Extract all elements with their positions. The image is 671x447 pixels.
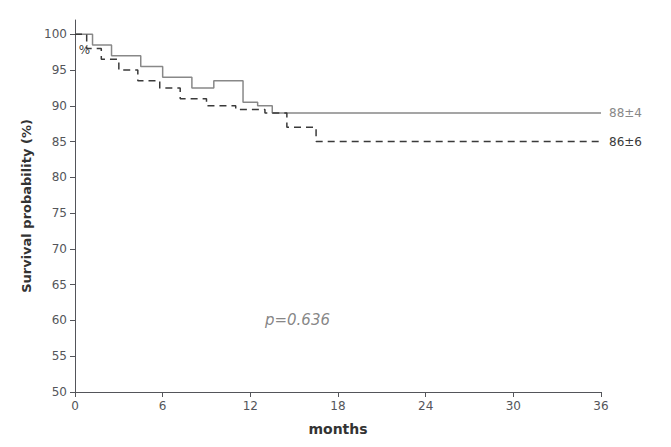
svg-text:months: months (308, 421, 367, 437)
svg-text:85: 85 (52, 135, 67, 149)
svg-text:80: 80 (52, 170, 67, 184)
svg-text:90: 90 (52, 99, 67, 113)
svg-text:75: 75 (52, 206, 67, 220)
svg-text:36: 36 (593, 399, 608, 413)
svg-text:0: 0 (71, 399, 79, 413)
svg-text:100: 100 (44, 27, 67, 41)
svg-text:60: 60 (52, 313, 67, 327)
svg-text:50: 50 (52, 385, 67, 399)
svg-text:%: % (79, 43, 90, 57)
svg-text:70: 70 (52, 242, 67, 256)
svg-text:18: 18 (330, 399, 345, 413)
svg-text:95: 95 (52, 63, 67, 77)
svg-text:86±6: 86±6 (609, 135, 642, 149)
svg-text:88±4: 88±4 (609, 106, 642, 120)
svg-text:p=0.636: p=0.636 (264, 311, 330, 329)
svg-text:12: 12 (243, 399, 258, 413)
svg-text:6: 6 (159, 399, 167, 413)
svg-text:30: 30 (506, 399, 521, 413)
svg-text:55: 55 (52, 349, 67, 363)
svg-text:Survival probability (%): Survival probability (%) (19, 119, 34, 293)
svg-text:24: 24 (418, 399, 433, 413)
svg-text:65: 65 (52, 278, 67, 292)
